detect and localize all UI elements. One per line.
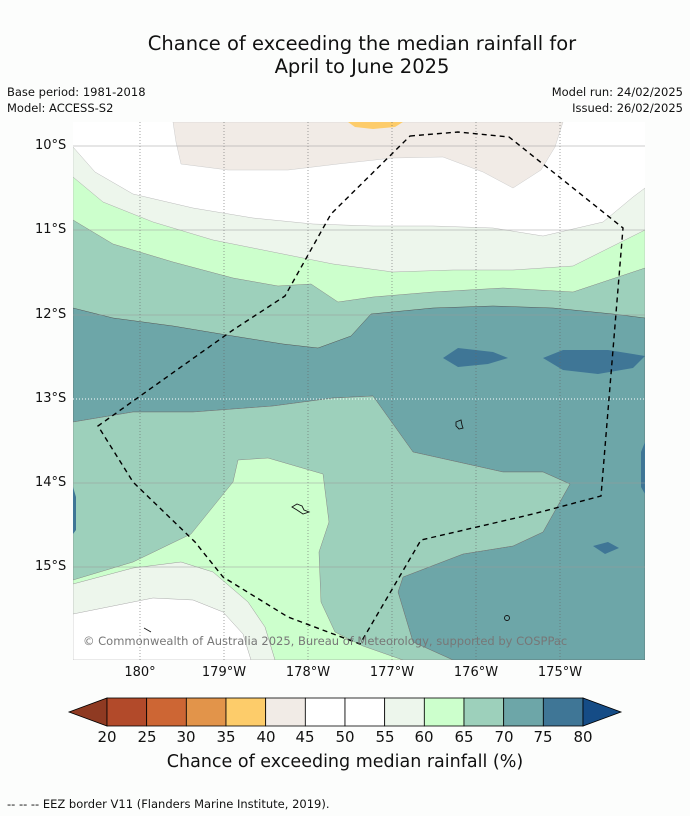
colorbar-tick: 30 [176, 728, 196, 746]
colorbar-bin [423, 697, 465, 727]
island-1 [455, 419, 464, 430]
colorbar-tick: 70 [494, 728, 514, 746]
colorbar-bin [265, 697, 306, 727]
lat-label-12s: 12°S [35, 307, 67, 322]
meta-right: Model run: 24/02/2025 Issued: 26/02/2025 [552, 84, 683, 116]
title-line-2: April to June 2025 [274, 55, 450, 78]
lon-label-176w: 176°W [453, 665, 499, 680]
lat-label-14s: 14°S [35, 475, 67, 490]
map-credit: © Commonwealth of Australia 2025, Bureau… [83, 634, 567, 648]
eez-legend-note: -- -- -- EEZ border V11 (Flanders Marine… [7, 797, 330, 811]
lat-label-15s: 15°S [35, 559, 67, 574]
gridlines [73, 122, 645, 660]
lon-label-178w: 178°W [285, 665, 331, 680]
title-line-1: Chance of exceeding the median rainfall … [147, 32, 577, 55]
colorbar-bin [384, 697, 425, 727]
colorbar-bin [106, 697, 148, 727]
region-40-45 [172, 122, 564, 189]
colorbar-tick: 35 [216, 728, 236, 746]
colorbar-tick: 20 [97, 728, 117, 746]
colorbar-bin [185, 697, 227, 727]
island-3 [504, 615, 510, 621]
lat-label-13s: 13°S [35, 391, 67, 406]
colorbar-tick: 60 [414, 728, 434, 746]
lat-lines [73, 145, 645, 568]
base-period: Base period: 1981-2018 [7, 85, 146, 99]
lon-label-179w: 179°W [201, 665, 247, 680]
region-55-60-south [73, 597, 252, 660]
region-80-blob-3 [593, 542, 619, 554]
colorbar-extend-low [67, 697, 108, 727]
map-title: Chance of exceeding the median rainfall … [0, 32, 690, 78]
colorbar-extend-high [582, 697, 623, 727]
rainfall-map: © Commonwealth of Australia 2025, Bureau… [73, 122, 645, 660]
region-80-blob-4 [641, 442, 645, 494]
colorbar-tick: 80 [573, 728, 593, 746]
lon-label-180: 180° [124, 665, 156, 680]
island-4 [143, 627, 152, 633]
colorbar-tick: 50 [335, 728, 355, 746]
colorbar-bin [463, 697, 505, 727]
region-80-blob-2 [543, 350, 645, 374]
colorbar-tick: 25 [137, 728, 157, 746]
colorbar-tick: 55 [375, 728, 395, 746]
eez-border [97, 131, 624, 645]
lat-label-11s: 11°S [35, 222, 67, 237]
model-name: Model: ACCESS-S2 [7, 101, 114, 115]
issued-date: Issued: 26/02/2025 [572, 101, 683, 115]
model-run: Model run: 24/02/2025 [551, 85, 683, 99]
region-35-40 [348, 122, 403, 129]
colorbar-bin [146, 697, 187, 727]
colorbar-tick: 65 [454, 728, 474, 746]
colorbar-bin [503, 697, 544, 727]
colorbar-bin [542, 697, 584, 727]
colorbar-label: Chance of exceeding median rainfall (%) [166, 752, 524, 772]
lon-label-175w: 175°W [537, 665, 583, 680]
lat-label-10s: 10°S [35, 138, 67, 153]
lon-label-177w: 177°W [369, 665, 415, 680]
colorbar-tick: 45 [295, 728, 315, 746]
meta-left: Base period: 1981-2018 Model: ACCESS-S2 [7, 84, 146, 116]
colorbar-tick: 40 [256, 728, 276, 746]
colorbar-tick: 75 [533, 728, 553, 746]
region-80-blob-1 [443, 348, 508, 367]
colorbar-bin [225, 697, 267, 727]
colorbar [67, 697, 623, 727]
region-80-blob-5 [73, 487, 76, 534]
island-2 [291, 503, 311, 515]
colorbar-bin [344, 697, 386, 727]
colorbar-bin [304, 697, 346, 727]
